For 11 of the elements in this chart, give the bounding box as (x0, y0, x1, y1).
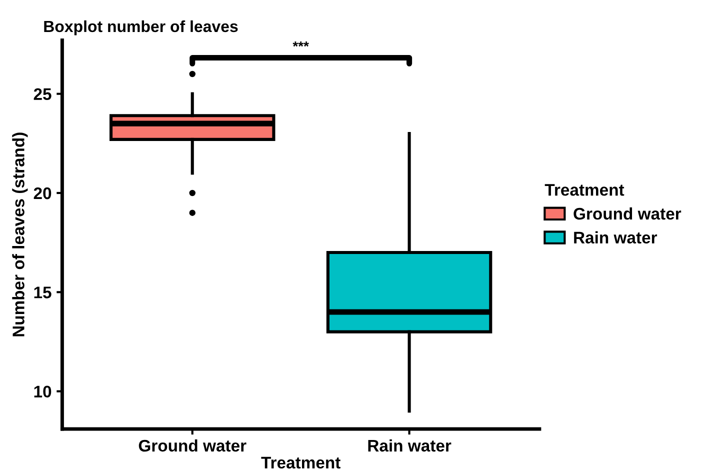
y-tick-label: 25 (34, 88, 52, 100)
y-tick-label: 10 (34, 386, 52, 398)
y-tick-label: 15 (34, 286, 52, 298)
legend-title: Treatment (544, 184, 624, 196)
y-axis-title: Number of leaves (strand) (12, 132, 28, 336)
legend-label: Rain water (574, 231, 658, 244)
y-tick-label: 20 (34, 187, 52, 200)
annotation: *** (292, 41, 309, 47)
legend-label: Ground water (574, 207, 682, 220)
chart-title: Boxplot number of leaves (44, 20, 238, 36)
x-axis-title: Treatment (261, 456, 340, 469)
